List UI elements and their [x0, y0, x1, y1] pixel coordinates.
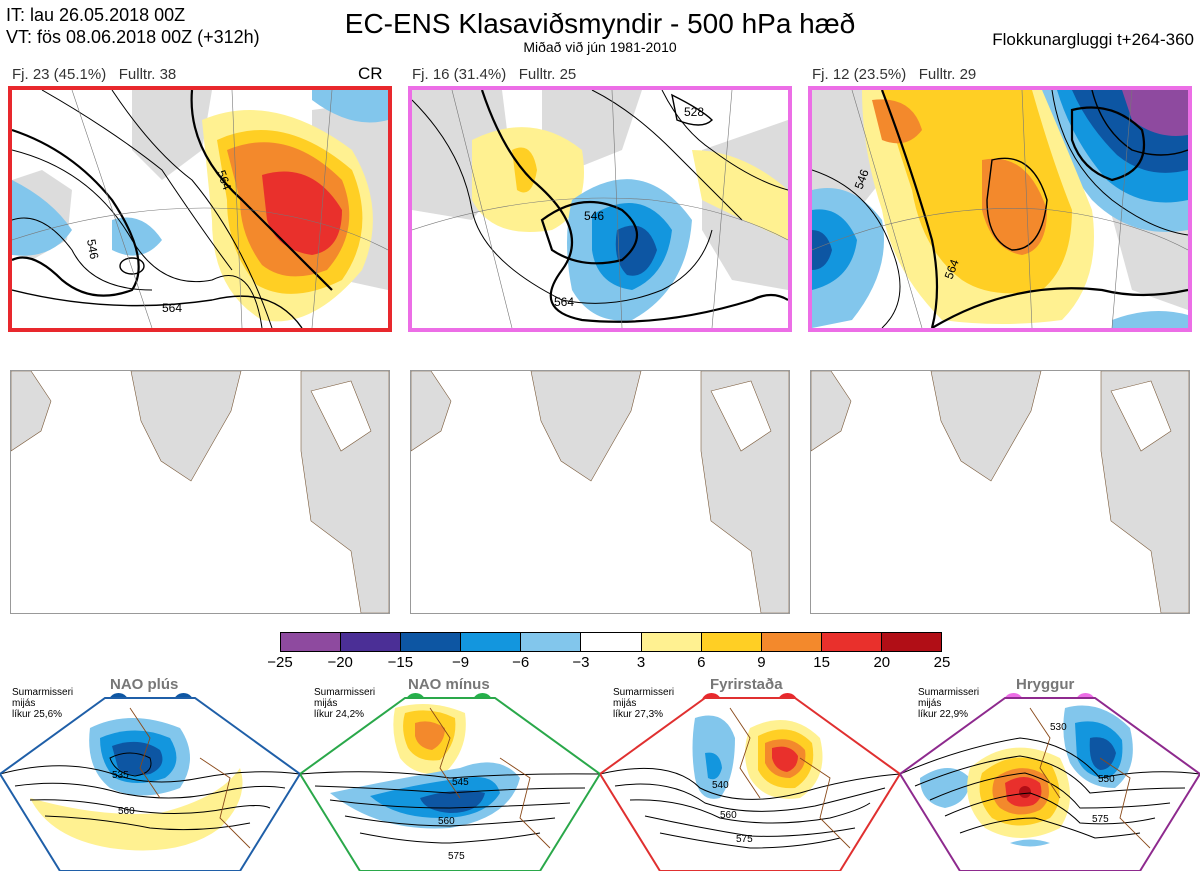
- land-map-3: [810, 370, 1190, 614]
- valid-time: VT: fös 08.06.2018 00Z (+312h): [6, 27, 260, 47]
- cluster-3-label: Fj. 12 (23.5%) Fulltr. 29: [812, 66, 976, 83]
- cluster-2-contour-528: 528: [684, 105, 704, 119]
- colorbar-swatch: [341, 633, 402, 651]
- regime-2-contour-545: 545: [452, 777, 469, 788]
- cluster-1-label: Fj. 23 (45.1%) Fulltr. 38: [12, 66, 176, 83]
- cluster-1-contour-546: 546: [84, 238, 101, 260]
- page-title: EC-ENS Klasaviðsmyndir - 500 hPa hæð: [344, 8, 856, 39]
- regime-3-contour-575: 575: [736, 834, 753, 845]
- colorbar-tick-label: 6: [697, 654, 706, 671]
- colorbar-tick-label: −20: [327, 654, 353, 671]
- regime-3-prob: líkur 27,3%: [613, 709, 664, 720]
- regime-1-title: NAO plús: [110, 676, 179, 693]
- colorbar-swatch: [401, 633, 462, 651]
- cluster-3-map[interactable]: 564 546: [808, 86, 1192, 332]
- colorbar: [280, 632, 942, 652]
- colorbar-swatch: [461, 633, 522, 651]
- land-map-1: [10, 370, 390, 614]
- regime-3-contour-540: 540: [712, 780, 729, 791]
- cluster-3-count: Fj. 12 (23.5%): [812, 66, 907, 83]
- colorbar-tick-label: −3: [572, 654, 590, 671]
- colorbar-tick-label: 9: [757, 654, 766, 671]
- cluster-2-member: Fulltr. 25: [518, 66, 577, 83]
- regime-2-period: mijás: [314, 698, 338, 709]
- regime-2-contour-560: 560: [438, 816, 455, 827]
- cluster-2-contour-546: 546: [584, 209, 604, 223]
- regime-4-season: Sumarmisseri: [918, 687, 980, 698]
- page-subtitle: Miðað við jún 1981-2010: [523, 39, 677, 55]
- colorbar-tick-label: 3: [636, 654, 646, 671]
- init-time: IT: lau 26.05.2018 00Z: [6, 5, 186, 25]
- cluster-window: Flokkunargluggi t+264-360: [992, 30, 1194, 49]
- cluster-2-map[interactable]: 546 564 528: [408, 86, 792, 332]
- regime-4-contour-550: 550: [1098, 774, 1115, 785]
- colorbar-tick-label: 25: [933, 654, 951, 671]
- cluster-1-tag: CR: [358, 64, 383, 83]
- colorbar-tick-label: −6: [512, 654, 530, 671]
- cluster-3-contour-564: 564: [942, 257, 962, 281]
- colorbar-tick-label: −15: [387, 654, 414, 671]
- regime-1-prob: líkur 25,6%: [12, 709, 63, 720]
- colorbar-ticks: −25 −20 −15 −9 −6 −3 3 6 9 15 20 25: [248, 654, 974, 674]
- regime-3-title: Fyrirstaða: [710, 676, 783, 693]
- colorbar-swatch: [821, 633, 882, 651]
- regime-1-contour-535: 535: [112, 770, 129, 781]
- regime-4-period: mijás: [918, 698, 942, 709]
- regime-1-season: Sumarmisseri: [12, 687, 74, 698]
- regime-1-map[interactable]: 535 560: [0, 678, 302, 872]
- cluster-2-label: Fj. 16 (31.4%) Fulltr. 25: [412, 66, 576, 83]
- regime-3-contour-560: 560: [720, 810, 737, 821]
- cluster-1-member: Fulltr. 38: [118, 66, 177, 83]
- regime-4-title: Hryggur: [1016, 676, 1075, 693]
- cluster-2-contour-564: 564: [554, 295, 574, 309]
- regime-2-map[interactable]: 545 560 575: [298, 678, 602, 872]
- colorbar-swatch: [761, 633, 822, 651]
- cluster-1-contour-564b: 564: [162, 301, 182, 315]
- regime-1-period: mijás: [12, 698, 36, 709]
- colorbar-tick-label: −9: [451, 654, 470, 671]
- regime-3-period: mijás: [613, 698, 637, 709]
- regime-1-note: Sumarmisseri mijás líkur 25,6%: [12, 687, 73, 720]
- regime-4-prob: líkur 22,9%: [918, 709, 969, 720]
- colorbar-tick-label: 20: [873, 654, 891, 671]
- regime-3-note: Sumarmisseri mijás líkur 27,3%: [613, 687, 674, 720]
- regime-3-season: Sumarmisseri: [613, 687, 675, 698]
- cluster-1-count: Fj. 23 (45.1%): [12, 66, 107, 83]
- cluster-2-count: Fj. 16 (31.4%): [412, 66, 507, 83]
- colorbar-swatch: [881, 633, 942, 651]
- cluster-3-member: Fulltr. 29: [918, 66, 977, 83]
- regime-4-contour-530: 530: [1050, 722, 1067, 733]
- colorbar-swatch: [581, 633, 642, 651]
- regime-2-note: Sumarmisseri mijás líkur 24,2%: [314, 687, 375, 720]
- colorbar-tick-label: −25: [267, 654, 293, 671]
- regime-4-note: Sumarmisseri mijás líkur 22,9%: [918, 687, 979, 720]
- colorbar-swatch: [641, 633, 702, 651]
- cluster-1-map[interactable]: 564 564 546: [8, 86, 392, 332]
- colorbar-tick-label: 15: [813, 654, 830, 671]
- regime-2-contour-575: 575: [448, 851, 465, 862]
- regime-2-season: Sumarmisseri: [314, 687, 376, 698]
- cluster-1-contour-564: 564: [214, 168, 234, 192]
- colorbar-swatch: [281, 633, 342, 651]
- regime-2-title: NAO mínus: [408, 676, 490, 693]
- cluster-3-contour-546: 546: [852, 167, 872, 191]
- colorbar-swatch: [701, 633, 762, 651]
- colorbar-swatch: [521, 633, 582, 651]
- time-info: IT: lau 26.05.2018 00Z VT: fös 08.06.201…: [6, 4, 260, 48]
- land-map-2: [410, 370, 790, 614]
- regime-2-prob: líkur 24,2%: [314, 709, 365, 720]
- regime-4-map[interactable]: 530 550 575: [898, 678, 1200, 872]
- regime-3-map[interactable]: 540 560 575: [598, 678, 902, 872]
- regime-1-contour-560: 560: [118, 806, 135, 817]
- regime-4-contour-575: 575: [1092, 814, 1109, 825]
